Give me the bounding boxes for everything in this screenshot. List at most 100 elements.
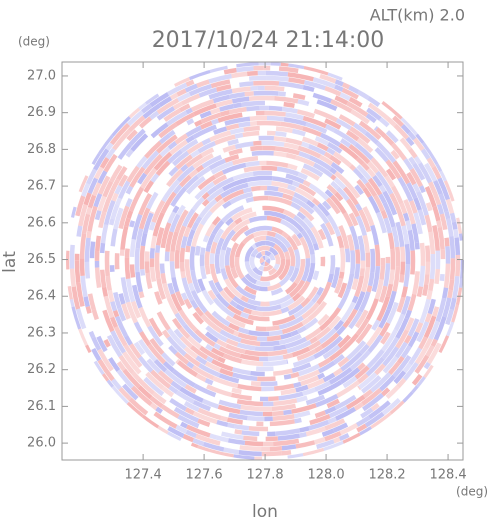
- echo-arc: [250, 380, 261, 387]
- echo-arc: [357, 362, 366, 371]
- echo-arc: [408, 347, 423, 366]
- echo-arc: [233, 423, 250, 431]
- echo-arc: [102, 180, 114, 198]
- echo-arc: [366, 285, 373, 293]
- echo-arc: [422, 284, 429, 297]
- echo-arc: [317, 313, 330, 326]
- echo-arc: [117, 180, 131, 200]
- echo-arc: [214, 176, 235, 190]
- echo-arc: [180, 235, 188, 249]
- echo-arc: [426, 157, 436, 169]
- echo-arc: [123, 344, 143, 368]
- echo-arc: [170, 231, 179, 253]
- echo-arc: [379, 322, 391, 337]
- echo-arc: [329, 255, 336, 275]
- echo-arc: [231, 86, 251, 94]
- echo-arc: [185, 125, 202, 138]
- echo-arc: [136, 377, 155, 396]
- echo-arc: [364, 131, 379, 145]
- echo-arc: [273, 243, 286, 260]
- echo-arc: [360, 227, 367, 237]
- echo-arc: [258, 286, 268, 292]
- echo-arc: [176, 165, 195, 183]
- echo-arc: [274, 232, 292, 249]
- echo-arc: [368, 400, 391, 420]
- echo-arc: [338, 271, 345, 279]
- echo-arc: [250, 252, 256, 258]
- echo-arc: [228, 322, 240, 332]
- echo-arc: [252, 266, 263, 276]
- echo-arc: [76, 328, 89, 347]
- echo-arc: [104, 250, 110, 277]
- echo-arc: [389, 400, 406, 416]
- echo-arc: [195, 433, 221, 446]
- echo-arc: [264, 190, 284, 198]
- echo-arc: [305, 426, 326, 437]
- echo-arc: [316, 281, 332, 305]
- echo-arc: [280, 388, 297, 396]
- echo-arc: [388, 269, 395, 285]
- echo-arc: [428, 320, 440, 340]
- echo-arc: [307, 378, 325, 390]
- echo-arc: [204, 378, 214, 386]
- echo-arc: [228, 182, 249, 194]
- echo-arc: [188, 229, 196, 240]
- echo-arc: [307, 300, 328, 322]
- echo-arc: [79, 258, 85, 276]
- echo-arc: [190, 345, 209, 360]
- echo-arc: [186, 141, 204, 155]
- y-tick-label: 26.5: [27, 252, 56, 267]
- echo-arc: [125, 198, 133, 208]
- echo-arc: [184, 83, 198, 93]
- echo-arc: [275, 428, 301, 436]
- echo-arc: [362, 389, 373, 399]
- echo-arc: [240, 311, 250, 319]
- echo-arc: [212, 297, 236, 318]
- echo-arc: [298, 151, 311, 160]
- echo-arc: [333, 436, 341, 444]
- echo-arc: [194, 181, 216, 201]
- echo-arc: [117, 143, 133, 160]
- echo-arc: [294, 155, 316, 167]
- echo-arc: [287, 303, 304, 316]
- echo-arc: [337, 288, 351, 310]
- echo-arc: [219, 103, 235, 112]
- echo-arc: [365, 298, 379, 321]
- echo-arc: [85, 305, 92, 314]
- echo-arc: [238, 121, 251, 128]
- echo-arc: [106, 334, 123, 358]
- echo-arc: [431, 165, 442, 180]
- echo-arc: [75, 308, 87, 330]
- echo-arc: [138, 207, 151, 230]
- echo-arc: [262, 145, 276, 151]
- chart-title: 2017/10/24 21:14:00: [152, 28, 385, 53]
- echo-arc: [197, 174, 216, 191]
- echo-arc: [328, 367, 353, 385]
- echo-arc: [399, 202, 408, 215]
- echo-arc: [424, 313, 432, 323]
- echo-arc: [118, 205, 130, 230]
- echo-arc: [185, 107, 193, 115]
- echo-arc: [231, 387, 242, 395]
- echo-arc: [319, 318, 332, 332]
- echo-arc: [264, 250, 272, 257]
- echo-arc: [138, 356, 154, 373]
- echo-arc: [234, 429, 243, 435]
- echo-arc: [250, 145, 263, 152]
- echo-arc: [229, 127, 245, 135]
- echo-arc: [182, 208, 196, 228]
- echo-arc: [236, 399, 264, 407]
- echo-arc: [353, 122, 368, 135]
- echo-arc: [338, 114, 356, 127]
- echo-arc: [425, 261, 431, 275]
- echo-arc: [170, 293, 183, 312]
- echo-arc: [435, 162, 444, 172]
- echo-arc: [285, 336, 308, 349]
- echo-arc: [69, 206, 77, 218]
- echo-arc: [230, 392, 252, 401]
- echo-arc: [370, 411, 393, 430]
- echo-arc: [140, 167, 158, 189]
- echo-arc: [190, 442, 199, 450]
- echo-arc: [84, 261, 91, 279]
- echo-arc: [69, 244, 75, 269]
